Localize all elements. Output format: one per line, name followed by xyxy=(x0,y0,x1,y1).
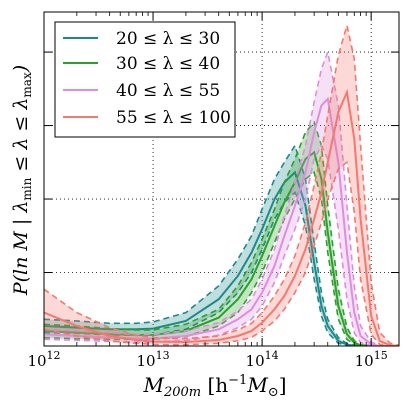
plot-frame xyxy=(43,11,400,347)
legend: 20 ≤ λ ≤ 30 30 ≤ λ ≤ 40 40 ≤ λ ≤ 55 55 ≤… xyxy=(54,21,236,138)
legend-label-4: 55 ≤ λ ≤ 100 xyxy=(116,108,231,128)
x-tick-label: 1012 xyxy=(27,349,60,370)
lower-bound-series-1 xyxy=(44,190,399,346)
legend-item: 40 ≤ λ ≤ 55 xyxy=(63,81,220,101)
median-series-1 xyxy=(44,170,399,346)
x-tick-label: 1013 xyxy=(137,349,170,370)
x-tick-label: 1014 xyxy=(246,349,279,370)
ticks xyxy=(43,12,399,346)
upper-bound-series-4 xyxy=(44,25,399,346)
y-axis-label: P(ln M | λmin ≤ λ ≤ λmax) xyxy=(10,65,34,296)
x-tick-labels: 1012 1013 1014 1015 xyxy=(27,349,387,370)
legend-item: 20 ≤ λ ≤ 30 xyxy=(63,29,220,49)
legend-label-1: 20 ≤ λ ≤ 30 xyxy=(116,29,220,49)
x-tick-label: 1015 xyxy=(355,349,388,370)
legend-item: 30 ≤ λ ≤ 40 xyxy=(63,54,220,74)
legend-label-3: 40 ≤ λ ≤ 55 xyxy=(116,81,220,101)
legend-label-2: 30 ≤ λ ≤ 40 xyxy=(116,54,220,74)
legend-item: 55 ≤ λ ≤ 100 xyxy=(63,108,231,128)
upper-bound-series-3 xyxy=(44,49,399,346)
x-axis-label: M200m [h−1M⊙] xyxy=(142,373,286,400)
